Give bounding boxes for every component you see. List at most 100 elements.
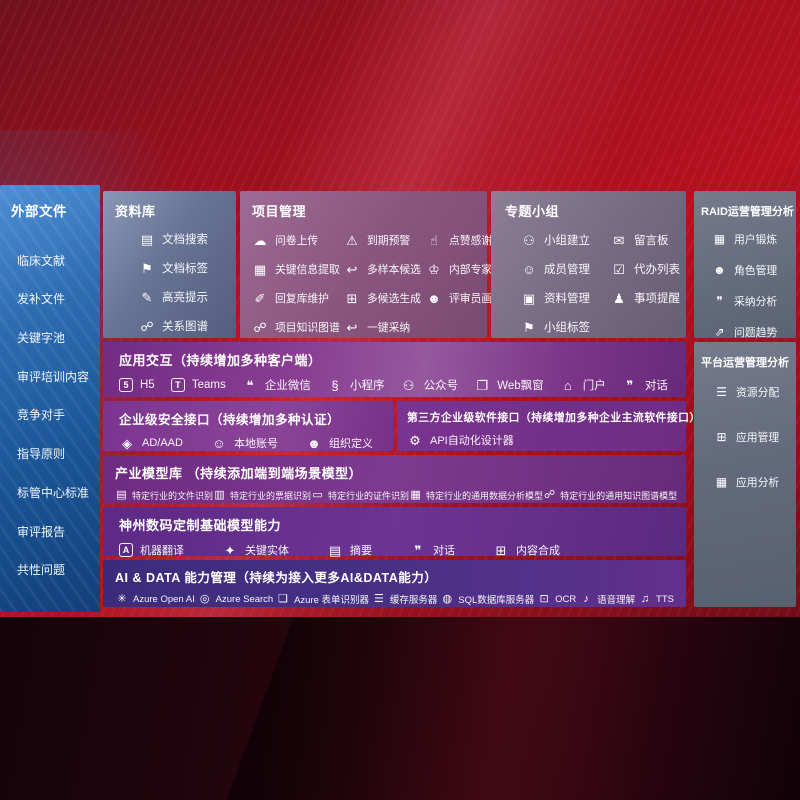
project-management-panel: 项目管理 ☁ 问卷上传 ⚠ 到期预警 ☝ 点赞感谢 ▦ 关键信息提取 ↩ 多样本候选 ♔ 内… [240, 191, 514, 338]
list-item: § 小程序 [327, 377, 385, 393]
list-item: ☍ 特定行业的通用知识图谱模型 [543, 489, 677, 502]
list-item: ☝ 点赞感谢 [426, 232, 514, 248]
item-label: 机器翻译 [140, 545, 184, 557]
item-label: 摘要 [350, 545, 372, 557]
list-item: ⚇ 公众号 [401, 377, 458, 393]
azure-ad-icon: ◈ [122, 435, 132, 451]
item-label: 代办列表 [634, 264, 680, 276]
item-label: 评审员画像 [449, 293, 503, 305]
item-label: 点赞感谢 [449, 235, 493, 247]
list-item: ▥ 特定行业的票据识别 [213, 489, 311, 502]
list-item: ♟ 事项提醒 [611, 290, 686, 306]
teams-icon: T [170, 378, 185, 392]
item-label: 问卷上传 [275, 235, 319, 247]
portal-icon: ⌂ [563, 377, 572, 393]
qa-bubble-icon: ❞ [716, 294, 723, 308]
reply-arrow-icon: ↩ [346, 261, 358, 277]
official-account-icon: ⚇ [402, 377, 415, 393]
compose-icon: ⊞ [495, 542, 507, 558]
item-label: 回复库维护 [275, 293, 329, 305]
panel-title: 神州数码定制基础模型能力 [119, 518, 282, 533]
item-label: 门户 [582, 380, 606, 392]
item-label: 一键采纳 [367, 322, 411, 334]
security-interface-row: 企业级安全接口（持续增加多种认证） ◈ AD/AAD ☺ 本地账号 ☻ 组织定义 [103, 401, 393, 451]
sidebar-item-keyword-pool: 关键字池 [17, 331, 66, 346]
list-item: ▦ 用户锻炼 [712, 231, 796, 247]
roles-icon: ☻ [713, 263, 726, 277]
list-item: ⚠ 到期预警 [344, 232, 424, 248]
trend-chart-icon: ⇗ [714, 325, 725, 339]
list-item: ☁ 问卷上传 [252, 232, 342, 248]
list-item: ⚙ API自动化设计器 [407, 432, 514, 448]
item-label: 小组建立 [544, 235, 590, 247]
group-items: ⚇ 小组建立 ✉ 留言板 ☺ 成员管理 ☑ 代办列表 ▣ 资料管理 ♟ 事项提醒 ⚑ 小组标签 [521, 232, 686, 335]
team-icon: ⚇ [523, 232, 535, 248]
raid-items: ▦ 用户锻炼 ☻ 角色管理 ❞ 采纳分析 ⇗ 问题趋势 [712, 231, 796, 340]
foundation-model-row: 神州数码定制基础模型能力 A 机器翻译 ✦ 关键实体 ▤ 摘要 ❞ 对话 ⊞ 内容合成 [103, 507, 686, 558]
id-card-icon: ▦ [713, 232, 726, 246]
data-library-panel: 资料库 ▤文档搜索 ⚑文档标签 ✎高亮提示 ☍关系图谱 ▥文档分类 [103, 191, 236, 362]
sidebar-item-competitors: 竞争对手 [17, 408, 66, 423]
item-label: 应用分析 [736, 477, 780, 489]
item-label: 关键信息提取 [275, 264, 340, 276]
list-item: ✳ Azure Open AI [115, 593, 195, 605]
list-item: ▣ 资料管理 [521, 290, 611, 306]
list-item: ▤ 摘要 [327, 542, 372, 558]
item-label: 特定行业的通用知识图谱模型 [560, 491, 678, 501]
list-item: ◈ AD/AAD [119, 437, 183, 450]
item-label: 小程序 [349, 380, 385, 392]
sidebar-item-common-issues: 共性问题 [17, 563, 66, 578]
sidebar-item-clinical-literature: 临床文献 [17, 253, 66, 268]
item-label: Azure Open AI [133, 593, 195, 605]
list-item: ⚑ 文档标签 [139, 260, 236, 276]
item-label: 文档标签 [162, 263, 208, 275]
list-item: ⊞ 内容合成 [493, 542, 560, 558]
item-label: 特定行业的文件识别 [132, 491, 214, 501]
list-item: ✐ 回复库维护 [252, 290, 342, 306]
item-label: SQL数据库服务器 [458, 595, 535, 606]
item-label: 应用管理 [736, 432, 780, 444]
highlighter-icon: ✎ [141, 289, 153, 305]
list-item: ▦ 特定行业的通用数据分析模型 [409, 489, 543, 502]
sidebar-item-review-training: 审评培训内容 [17, 369, 90, 384]
list-item: ✎ 高亮提示 [139, 289, 236, 305]
reviewer-icon: ☻ [427, 290, 441, 306]
group-tag-icon: ⚑ [523, 319, 535, 335]
project-items: ☁ 问卷上传 ⚠ 到期预警 ☝ 点赞感谢 ▦ 关键信息提取 ↩ 多样本候选 ♔ 内部专家排名… [252, 232, 513, 335]
list-item: ▦ 应用分析 [714, 474, 796, 490]
list-item: ♪ 语音理解 [579, 592, 635, 606]
list-item: ☍ 关系图谱 [139, 318, 236, 334]
item-label: 对话 [433, 545, 455, 557]
list-item: ☺ 成员管理 [521, 261, 611, 277]
item-label: H5 [140, 379, 155, 391]
alarm-icon: ⚠ [346, 232, 358, 248]
item-label: Azure 表单识别器 [294, 595, 370, 606]
item-label: Web飘窗 [497, 380, 544, 392]
panel-title: 应用交互（持续增加多种客户端） [119, 353, 322, 368]
item-label: 到期预警 [367, 235, 411, 247]
item-label: 采纳分析 [734, 296, 778, 308]
platform-analysis-panel: 平台运营管理分析 ☰ 资源分配 ⊞ 应用管理 ▦ 应用分析 [694, 342, 796, 607]
item-label: 特定行业的证件识别 [328, 491, 410, 501]
list-item: ⊞ 多候选生成 [344, 290, 424, 306]
member-icon: ☺ [522, 261, 536, 277]
form-recognizer-icon: ❏ [278, 592, 289, 605]
aidata-items: ✳ Azure Open AI ◎ Azure Search ❏ Azure 表单识别… [115, 592, 674, 606]
key-info-icon: ▦ [253, 261, 267, 277]
translate-icon: A [119, 543, 133, 557]
item-label: Azure Search [215, 593, 274, 605]
thirdparty-items: ⚙ API自动化设计器 [407, 432, 676, 448]
app-interaction-row: 应用交互（持续增加多种客户端） 5 H5 T Teams ❝ 企业微信 § 小程序 ⚇ 公… [103, 342, 686, 397]
adopt-arrow-icon: ↩ [346, 319, 358, 335]
item-label: 缓存服务器 [389, 595, 438, 606]
kg-model-icon: ☍ [543, 489, 556, 501]
panel-title: 资料库 [115, 204, 156, 219]
list-item: ☻ 角色管理 [712, 262, 796, 278]
message-board-icon: ✉ [613, 232, 625, 248]
item-label: 问题趋势 [734, 327, 778, 339]
miniprogram-icon: § [331, 377, 339, 393]
file-recognition-icon: ▤ [116, 489, 127, 501]
item-label: OCR [555, 593, 577, 605]
item-label: 企业微信 [264, 380, 311, 392]
industry-items: ▤ 特定行业的文件识别 ▥ 特定行业的票据识别 ▭ 特定行业的证件识别 ▦ 特定行业的通… [115, 489, 677, 502]
